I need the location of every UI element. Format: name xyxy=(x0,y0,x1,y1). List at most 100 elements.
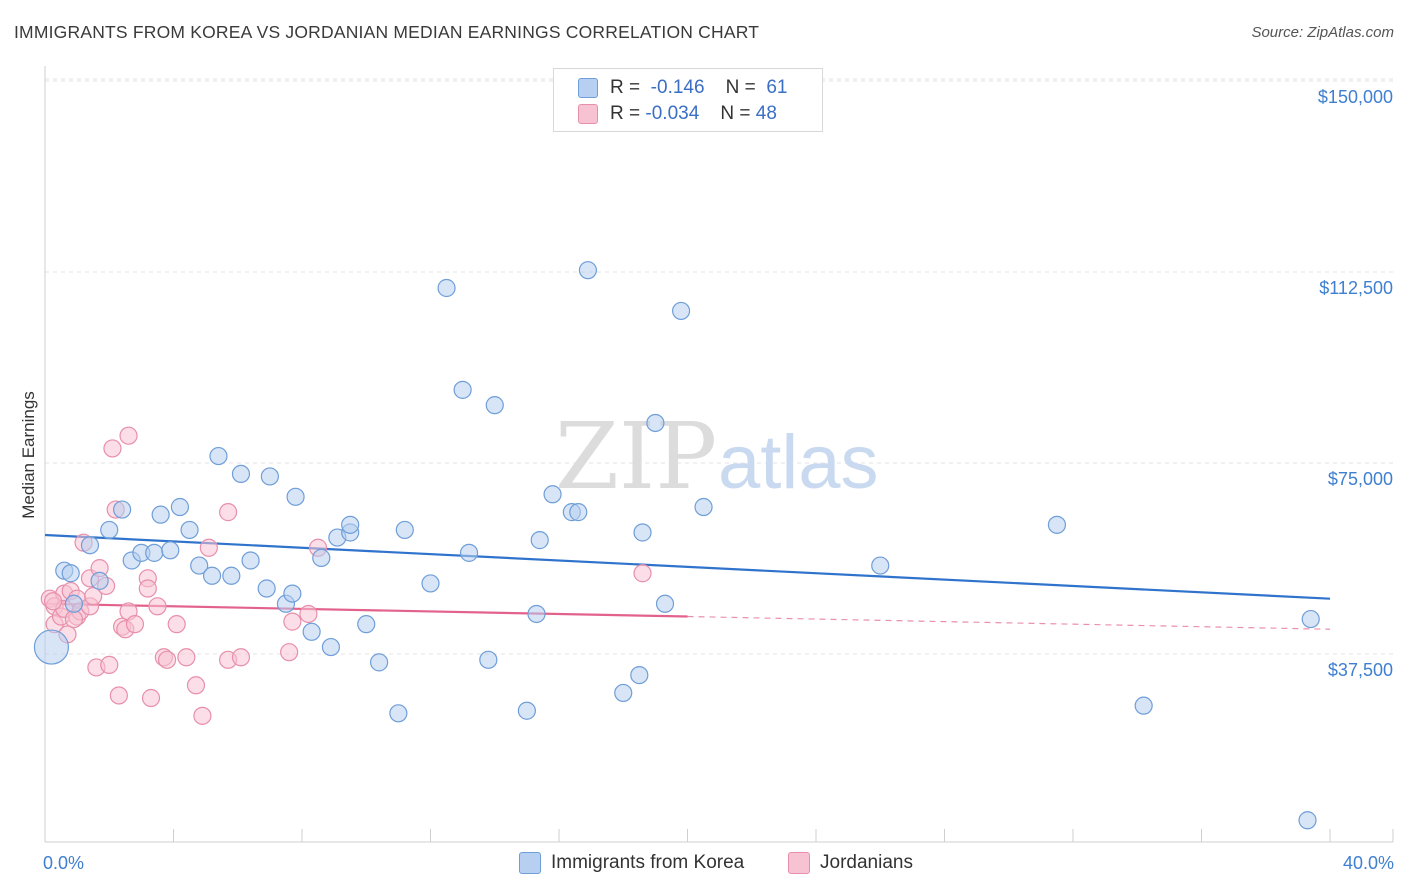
point-jordanians xyxy=(43,592,63,611)
legend-swatch-jordanians xyxy=(578,104,598,124)
axes xyxy=(44,66,1394,843)
point-korea xyxy=(341,515,360,534)
point-jordanians xyxy=(157,650,177,669)
point-korea xyxy=(614,683,633,703)
point-jordanians xyxy=(103,439,122,458)
point-korea xyxy=(1134,696,1153,715)
point-jordanians xyxy=(231,648,251,667)
point-korea xyxy=(646,413,665,433)
point-korea xyxy=(389,704,408,723)
x-tick-label-right: 40.0% xyxy=(1343,853,1394,873)
point-korea xyxy=(1301,609,1320,629)
y-tick-label: $75,000 xyxy=(1328,469,1393,489)
point-jordanians xyxy=(100,655,119,675)
point-korea xyxy=(190,556,209,575)
point-korea xyxy=(202,566,222,585)
chart-title: IMMIGRANTS FROM KOREA VS JORDANIAN MEDIA… xyxy=(14,22,760,42)
point-korea xyxy=(231,464,251,484)
point-korea xyxy=(543,485,562,504)
bottom-legend-swatch-jordanians xyxy=(788,852,810,874)
point-jordanians xyxy=(148,597,167,616)
point-korea xyxy=(871,556,890,575)
point-jordanians xyxy=(138,579,157,598)
point-korea xyxy=(655,594,675,613)
point-korea xyxy=(151,505,170,524)
point-korea xyxy=(633,523,652,542)
point-korea xyxy=(630,665,649,685)
point-korea xyxy=(170,497,190,517)
point-korea xyxy=(485,396,504,415)
x-tick-label-left: 0.0% xyxy=(43,853,84,873)
point-jordanians xyxy=(141,688,161,708)
point-jordanians xyxy=(186,676,206,695)
point-korea xyxy=(145,543,164,562)
point-jordanians xyxy=(177,648,196,667)
point-korea xyxy=(453,380,472,399)
data-points xyxy=(33,261,1320,830)
point-korea xyxy=(90,571,109,590)
point-korea xyxy=(671,301,691,321)
legend-row-korea: R = -0.146 N = 61 xyxy=(578,76,787,100)
point-jordanians xyxy=(219,503,238,522)
point-korea xyxy=(80,536,100,555)
point-korea xyxy=(100,520,119,540)
point-korea xyxy=(64,594,84,613)
point-korea xyxy=(222,566,241,585)
point-korea xyxy=(112,500,132,519)
point-korea xyxy=(578,261,598,280)
legend-r-value-jordanians: -0.034 xyxy=(645,103,700,124)
bottom-legend-label-korea: Immigrants from Korea xyxy=(551,852,745,873)
bottom-legend-korea: Immigrants from Korea xyxy=(519,852,744,874)
trend-line-jordanians xyxy=(44,602,688,618)
axis-labels: Median Earnings 0.0% 40.0% $37,500 $75,00… xyxy=(19,87,1394,873)
point-korea xyxy=(283,584,302,603)
point-korea xyxy=(395,520,414,540)
point-korea xyxy=(530,531,549,550)
point-korea xyxy=(209,446,228,466)
correlation-legend: R = -0.146 N = 61 R = -0.034 N = 48 xyxy=(553,68,823,132)
watermark-zip: ZIP xyxy=(555,403,717,510)
legend-n-label: N = xyxy=(720,103,751,124)
watermark-atlas: atlas xyxy=(718,420,879,505)
point-korea xyxy=(479,650,498,669)
point-korea xyxy=(286,487,305,506)
point-korea xyxy=(370,653,389,672)
watermark: ZIP atlas xyxy=(555,403,879,510)
point-jordanians xyxy=(109,686,128,705)
bottom-legend-jordanians: Jordanians xyxy=(788,852,913,874)
point-korea xyxy=(517,701,536,720)
point-korea xyxy=(312,548,331,568)
point-jordanians xyxy=(280,643,299,662)
bottom-legend-swatch-korea xyxy=(519,852,541,874)
point-korea xyxy=(569,503,588,522)
point-korea xyxy=(257,579,276,598)
point-jordanians xyxy=(633,564,652,583)
point-korea xyxy=(260,467,279,486)
point-jordanians xyxy=(299,604,318,624)
point-korea xyxy=(321,637,341,657)
y-tick-label: $112,500 xyxy=(1319,278,1393,298)
point-korea xyxy=(527,604,546,624)
legend-r-label: R = xyxy=(610,77,641,98)
legend-row-jordanians: R = -0.034 N = 48 xyxy=(578,102,777,126)
source-label: Source: ZipAtlas.com xyxy=(1251,24,1394,41)
point-jordanians xyxy=(199,538,218,557)
point-korea xyxy=(459,543,479,562)
point-korea xyxy=(241,551,260,570)
y-tick-label: $37,500 xyxy=(1328,660,1393,680)
legend-r-label: R = xyxy=(610,103,641,124)
point-jordanians xyxy=(119,426,138,445)
trend-line-korea xyxy=(44,533,1331,600)
point-jordanians xyxy=(193,706,212,725)
legend-r-value-korea: -0.146 xyxy=(650,77,705,98)
bottom-legend-label-jordanians: Jordanians xyxy=(820,852,913,873)
point-jordanians xyxy=(125,615,145,634)
point-korea xyxy=(180,520,199,540)
legend-n-value-korea: 61 xyxy=(766,77,788,98)
y-axis-label: Median Earnings xyxy=(19,391,38,519)
legend-n-value-jordanians: 48 xyxy=(755,103,777,124)
point-korea xyxy=(357,615,376,634)
point-korea xyxy=(302,622,321,641)
legend-n-label: N = xyxy=(725,77,756,98)
